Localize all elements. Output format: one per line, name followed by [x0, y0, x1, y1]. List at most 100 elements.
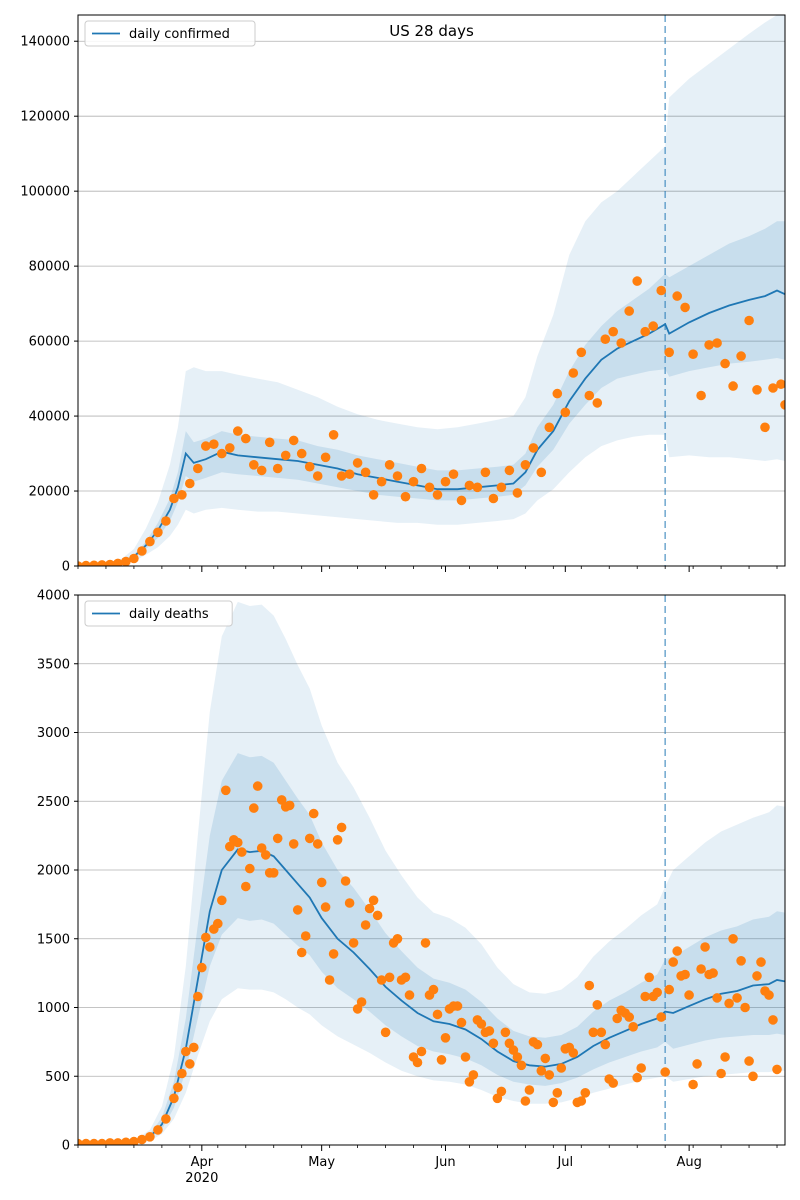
outer-band: [78, 15, 785, 566]
observed-point: [708, 968, 718, 978]
y-tick-label: 4000: [37, 589, 70, 604]
observed-point: [764, 990, 774, 1000]
observed-point: [121, 1137, 131, 1145]
observed-point: [680, 302, 690, 313]
observed-point: [185, 478, 195, 489]
observed-point: [400, 491, 411, 502]
observed-point: [544, 422, 555, 433]
observed-point: [416, 1046, 427, 1057]
observed-point: [660, 1067, 670, 1077]
observed-point: [368, 490, 379, 500]
observed-point: [728, 934, 738, 944]
observed-point: [752, 971, 762, 981]
observed-point: [113, 1138, 123, 1145]
observed-point: [568, 368, 579, 378]
observed-point: [201, 932, 211, 943]
x-tick-label: May: [308, 1155, 335, 1170]
observed-point: [748, 1071, 758, 1082]
observed-point: [528, 443, 539, 453]
observed-point: [272, 833, 283, 844]
observed-point: [356, 997, 367, 1007]
observed-point: [404, 990, 415, 1000]
observed-point: [500, 1027, 511, 1038]
observed-point: [556, 1063, 567, 1073]
observed-point: [260, 850, 271, 860]
observed-point: [588, 1027, 599, 1038]
observed-point: [432, 490, 443, 500]
observed-point: [712, 993, 722, 1003]
y-tick-label: 80000: [29, 260, 70, 275]
observed-point: [360, 920, 371, 930]
series-line: [78, 848, 785, 1145]
observed-point: [264, 437, 275, 448]
observed-point: [145, 536, 155, 547]
observed-point: [316, 877, 327, 888]
observed-point: [632, 276, 642, 286]
legend-box: [84, 600, 233, 627]
observed-point: [308, 808, 319, 819]
observed-point: [744, 1056, 754, 1066]
observed-point: [592, 398, 603, 408]
observed-point: [480, 467, 491, 478]
observed-point: [636, 1063, 646, 1073]
observed-point: [288, 839, 299, 849]
y-tick-label: 120000: [20, 110, 70, 125]
observed-point: [624, 1012, 634, 1022]
observed-point: [217, 448, 227, 459]
observed-point: [416, 463, 427, 474]
observed-point: [736, 351, 746, 361]
legend: daily confirmed: [84, 20, 256, 47]
observed-point: [193, 463, 203, 474]
observed-point: [256, 465, 267, 476]
observed-point: [532, 1039, 543, 1050]
observed-point: [484, 1026, 495, 1036]
observed-point: [320, 902, 331, 912]
observed-point: [616, 338, 626, 348]
observed-point: [105, 559, 115, 566]
observed-point: [632, 1072, 642, 1083]
observed-point: [284, 800, 295, 811]
observed-point: [181, 1046, 191, 1057]
observed-point: [105, 1138, 115, 1145]
observed-point: [137, 1134, 147, 1145]
confirmed-panel: 0 20000 40000 60000 80000 100000 120000 140000 U…: [20, 14, 786, 575]
observed-point: [488, 493, 499, 504]
observed-point: [177, 1068, 187, 1079]
observed-point: [213, 918, 223, 929]
observed-point: [241, 881, 251, 892]
observed-point: [161, 1114, 171, 1124]
y-tick-label: 500: [45, 1070, 70, 1085]
observed-point: [392, 471, 403, 481]
observed-point: [384, 460, 395, 470]
y-tick-label: 1000: [37, 1001, 70, 1016]
observed-point: [680, 969, 690, 980]
legend-box: [84, 20, 256, 47]
observed-point: [592, 1000, 603, 1010]
observed-point: [324, 975, 335, 985]
observed-point: [440, 1033, 451, 1043]
observed-point: [312, 839, 323, 849]
observed-point: [312, 471, 323, 481]
observed-point: [173, 1082, 183, 1093]
x-tick-label: Jul: [556, 1155, 573, 1170]
observed-point: [476, 1019, 487, 1029]
observed-point: [640, 326, 650, 337]
series-line: [78, 289, 785, 566]
observed-point: [368, 895, 379, 906]
observed-point: [372, 910, 383, 921]
observed-point: [552, 388, 563, 399]
observed-point: [704, 340, 714, 350]
observed-point: [756, 957, 766, 967]
y-tick-label: 40000: [29, 410, 70, 425]
observed-point: [137, 546, 147, 556]
observed-point: [520, 460, 531, 470]
observed-point: [352, 458, 363, 468]
observed-point: [320, 452, 331, 463]
observed-point: [408, 476, 419, 487]
observed-point: [169, 493, 179, 504]
observed-point: [520, 1096, 531, 1106]
observed-point: [412, 1057, 423, 1068]
plot-area: [78, 15, 785, 566]
observed-point: [185, 1059, 195, 1069]
